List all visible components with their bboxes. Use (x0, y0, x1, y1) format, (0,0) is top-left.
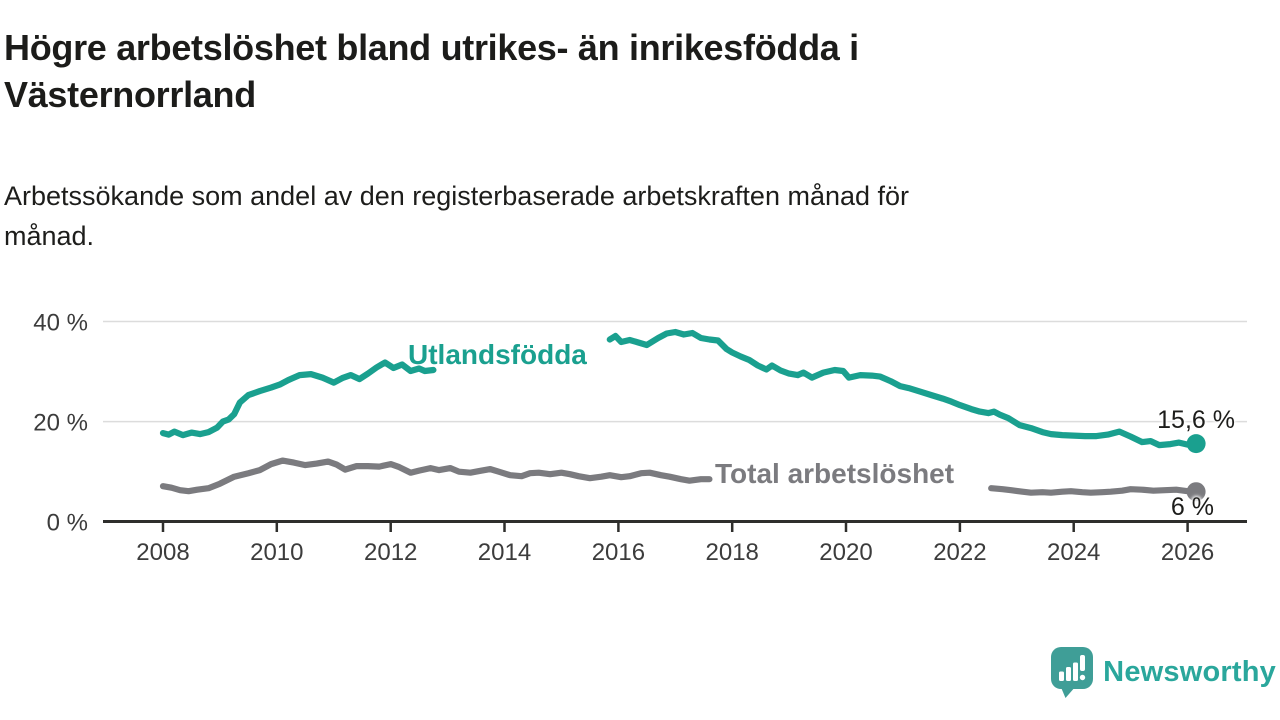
series-label-utlandsfodda: Utlandsfödda (408, 339, 587, 370)
x-tick-label-2022: 2022 (933, 539, 986, 566)
y-tick-label-0: 0 % (47, 510, 88, 537)
series-end-dot-1 (1186, 482, 1206, 502)
x-tick-label-2016: 2016 (592, 539, 645, 566)
series-line-0-segment-1 (606, 328, 1200, 449)
x-tick-label-2012: 2012 (364, 539, 417, 566)
x-tick-label-2018: 2018 (706, 539, 759, 566)
x-tick-label-2024: 2024 (1047, 539, 1100, 566)
series-label-total-arbetsloshet: Total arbetslöshet (715, 458, 955, 489)
logo-bar-2 (1066, 667, 1072, 681)
series-line-0-segment-0 (159, 359, 437, 439)
logo-bar-1 (1059, 671, 1065, 681)
x-tick-label-2010: 2010 (250, 539, 303, 566)
x-tick-label-2008: 2008 (136, 539, 189, 566)
end-value-label-utlandsfodda: 15,6 % (1157, 406, 1235, 434)
x-tick-label-2026: 2026 (1161, 539, 1214, 566)
y-tick-label-40: 40 % (33, 310, 88, 337)
newsworthy-logo[interactable]: Newsworthy (1050, 646, 1276, 699)
series-line-1-segment-1 (988, 485, 1200, 496)
newsworthy-wordmark: Newsworthy (1103, 656, 1276, 688)
x-tick-label-2014: 2014 (478, 539, 531, 566)
logo-exclamation-bar (1080, 655, 1086, 671)
x-tick-label-2020: 2020 (819, 539, 872, 566)
end-value-label-total: 6 % (1170, 493, 1214, 521)
newsworthy-logo-icon (1051, 647, 1094, 698)
chart-title: Högre arbetslöshet bland utrikes- än inr… (4, 27, 859, 115)
series-line-1-segment-0 (159, 457, 713, 495)
chart-subtitle: Arbetssökande som andel av den registerb… (4, 181, 910, 251)
logo-bar-3 (1073, 662, 1079, 681)
series-end-dot-0 (1186, 434, 1206, 454)
logo-exclamation-dot (1079, 674, 1086, 681)
y-tick-label-20: 20 % (33, 410, 88, 437)
